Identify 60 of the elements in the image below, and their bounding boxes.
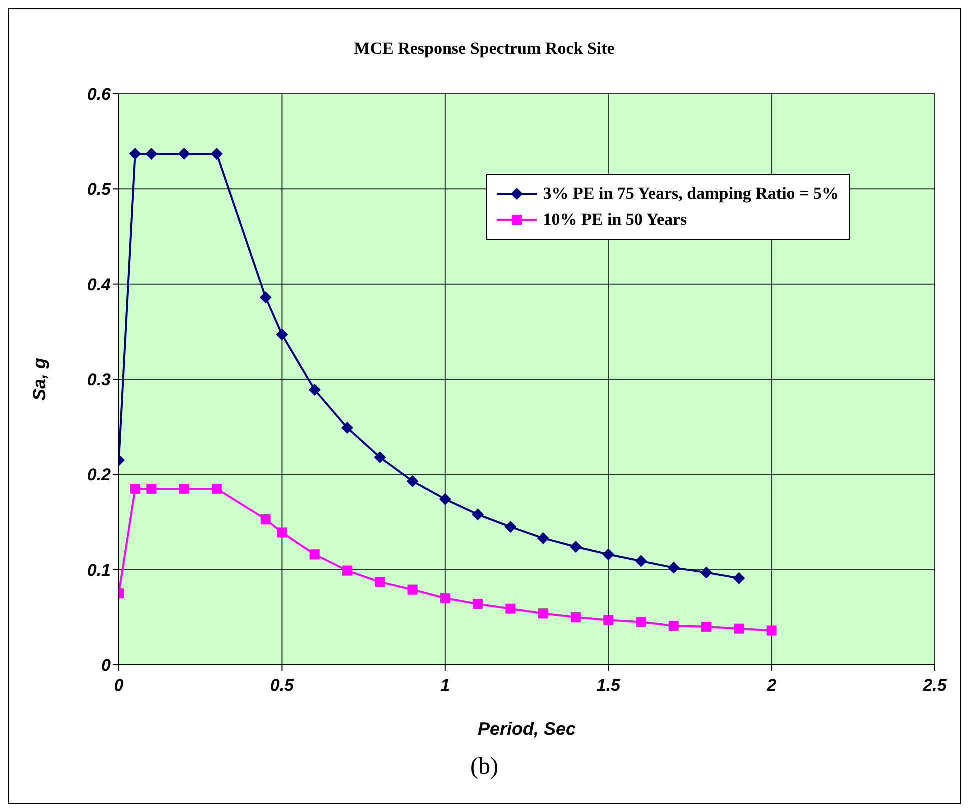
point: [504, 521, 517, 534]
point: [210, 148, 223, 160]
point: [570, 612, 581, 622]
point: [179, 484, 190, 494]
point: [734, 624, 744, 634]
point: [604, 615, 614, 626]
point: [440, 593, 450, 604]
point: [276, 328, 288, 341]
point: [374, 452, 386, 464]
point: [375, 577, 386, 588]
point: [700, 566, 713, 579]
point: [570, 540, 582, 553]
point: [537, 532, 550, 544]
point: [472, 508, 484, 521]
point: [408, 584, 418, 595]
text: (b): [470, 754, 500, 781]
point: [602, 548, 615, 561]
x-tick-label: 1.5: [596, 676, 621, 696]
point: [538, 608, 548, 619]
point: [702, 622, 712, 632]
x-tick-label: 0: [114, 676, 124, 696]
point: [310, 550, 320, 560]
point: [130, 484, 140, 494]
point: [668, 620, 679, 631]
y-axis-title: Sa, g: [29, 358, 50, 402]
point: [146, 484, 157, 494]
y-tick-label: 0.2: [87, 466, 112, 485]
x-tick-label: 2.5: [922, 676, 948, 696]
point: [146, 148, 158, 160]
point: [506, 604, 516, 614]
point: [342, 566, 352, 576]
legend-label: 3% PE in 75 Years, damping Ratio = 5%: [543, 184, 839, 204]
x-tick-label: 2: [766, 676, 778, 696]
point: [668, 562, 680, 574]
y-tick-label: 0.4: [87, 275, 112, 294]
point: [277, 528, 288, 538]
x-axis-title: Period, Sec: [478, 719, 576, 739]
point: [212, 484, 222, 494]
x-tick-label: 0.5: [270, 676, 295, 696]
y-tick-label: 0.6: [87, 85, 112, 104]
y-tick-label: 0: [102, 656, 112, 676]
point: [635, 555, 648, 568]
point: [341, 422, 354, 434]
y-tick-label: 0.1: [87, 560, 111, 580]
x-tick-label: 1: [440, 676, 450, 696]
point: [260, 514, 271, 524]
point: [636, 617, 646, 628]
chart-title: MCE Response Spectrum Rock Site: [353, 39, 616, 59]
point: [766, 626, 777, 636]
point: [129, 148, 142, 160]
point: [473, 599, 484, 610]
y-tick-label: 0.5: [87, 180, 112, 200]
point: [439, 493, 452, 506]
point: [733, 572, 746, 584]
point: [178, 148, 190, 160]
point: [260, 292, 272, 304]
legend-label: 10% PE in 50 Years: [543, 210, 688, 230]
point: [406, 475, 419, 488]
point: [308, 384, 321, 396]
y-tick-label: 0.3: [87, 370, 112, 390]
